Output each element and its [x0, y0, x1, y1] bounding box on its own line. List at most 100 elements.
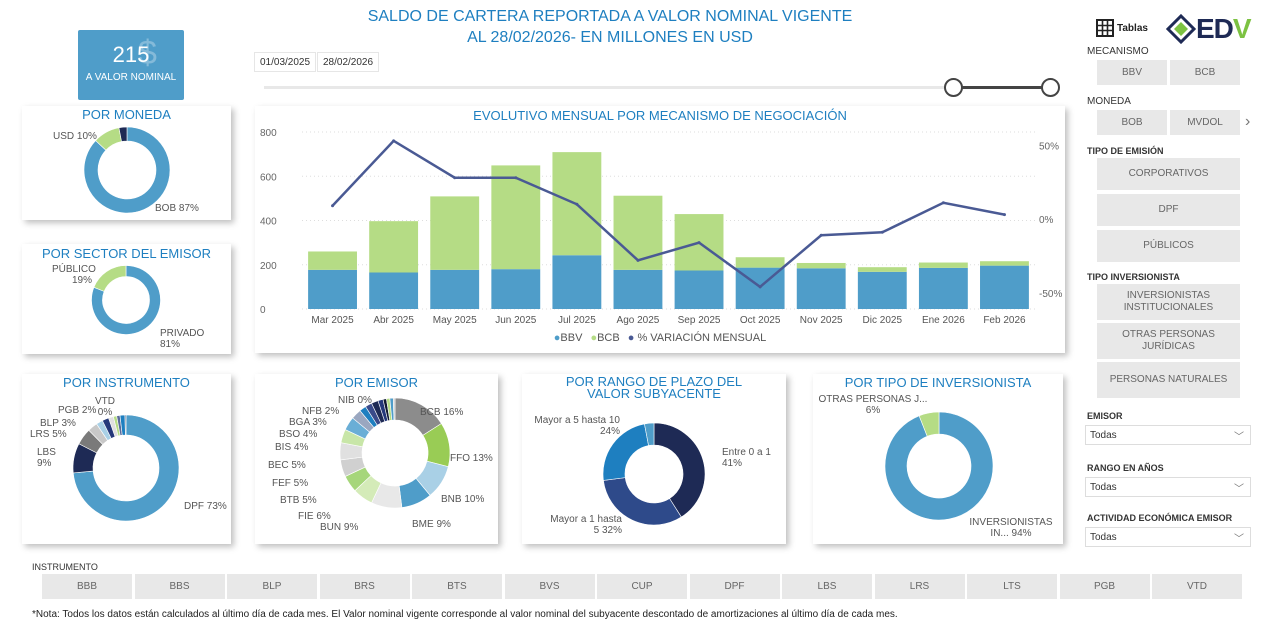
variacion-point[interactable] — [453, 176, 457, 180]
variacion-point[interactable] — [514, 176, 518, 180]
inversionista-otras-juridicas-button[interactable]: OTRAS PERSONAS JURÍDICAS — [1097, 323, 1240, 359]
variacion-point[interactable] — [880, 230, 884, 234]
inversionista-naturales-button[interactable]: PERSONAS NATURALES — [1097, 362, 1240, 398]
bar-bcb[interactable] — [491, 165, 541, 270]
slice-label: DPF 73% — [184, 501, 227, 512]
variacion-point[interactable] — [575, 202, 579, 206]
bar-bcb[interactable] — [918, 262, 968, 268]
emisor-value: Todas — [1090, 430, 1117, 441]
instrumento-brs-button[interactable]: BRS — [319, 574, 410, 599]
donut-slice[interactable] — [603, 477, 682, 526]
slice-label: FFO 13% — [450, 453, 493, 464]
instrumento-lts-button[interactable]: LTS — [967, 574, 1057, 599]
kpi-value: 215 — [112, 42, 150, 67]
actividad-dropdown[interactable]: Todas ﹀ — [1085, 527, 1251, 547]
date-slider-start-handle[interactable] — [944, 78, 963, 97]
variacion-point[interactable] — [819, 233, 823, 237]
instrumento-bts-button[interactable]: BTS — [412, 574, 502, 599]
x-tick-label: Mar 2025 — [311, 315, 354, 326]
slice-label: Mayor a 1 hasta 5 32% — [550, 514, 622, 536]
edv-logo: EDV — [1166, 13, 1252, 45]
bar-bcb[interactable] — [857, 267, 907, 272]
donut-slice[interactable] — [93, 265, 127, 292]
bar-bbv[interactable] — [369, 272, 419, 309]
variacion-point[interactable] — [392, 139, 396, 143]
donut-slice[interactable] — [392, 397, 396, 421]
mecanismo-bcb-button[interactable]: BCB — [1170, 60, 1240, 85]
instrumento-lbs-button[interactable]: LBS — [782, 574, 872, 599]
donut-slice[interactable] — [884, 411, 994, 521]
variacion-point[interactable] — [758, 285, 762, 289]
donut-slice[interactable] — [83, 126, 171, 214]
instrumento-cup-button[interactable]: CUP — [597, 574, 687, 599]
variacion-point[interactable] — [697, 241, 701, 245]
bar-bcb[interactable] — [613, 195, 663, 270]
slice-label: BSO 4% — [279, 429, 318, 440]
donut-slice[interactable] — [91, 265, 161, 335]
instrumento-lrs-button[interactable]: LRS — [874, 574, 965, 599]
variacion-point[interactable] — [941, 201, 945, 205]
bar-bcb[interactable] — [369, 221, 419, 273]
bar-bbv[interactable] — [857, 271, 907, 309]
emisor-dropdown[interactable]: Todas ﹀ — [1085, 425, 1251, 445]
variacion-point[interactable] — [636, 258, 640, 262]
emision-corporativos-button[interactable]: CORPORATIVOS — [1097, 158, 1240, 190]
end-date-input[interactable]: 28/02/2026 — [317, 52, 380, 72]
bar-bbv[interactable] — [674, 270, 724, 309]
emision-dpf-button[interactable]: DPF — [1097, 194, 1240, 226]
donut-slice[interactable] — [644, 422, 655, 446]
instrumento-bbb-button[interactable]: BBB — [42, 574, 132, 599]
mecanismo-label: MECANISMO — [1087, 46, 1149, 57]
bar-bcb[interactable] — [796, 262, 846, 269]
x-tick-label: Jul 2025 — [558, 315, 596, 326]
slice-label: BEC 5% — [268, 460, 306, 471]
bar-bcb[interactable] — [430, 196, 480, 270]
slice-label: FEF 5% — [272, 478, 309, 489]
donut-slice[interactable] — [118, 126, 128, 142]
bar-bcb[interactable] — [980, 261, 1029, 266]
bar-bbv[interactable] — [430, 269, 480, 309]
evolutivo-chart: 0 200 400 600 800 50% 0% -50% Mar 2025 Abr 2025 Ma… — [260, 128, 1062, 326]
donut-slice[interactable] — [72, 414, 180, 522]
tipo-inversionista-label: TIPO INVERSIONISTA — [1087, 272, 1180, 282]
start-date-input[interactable]: 01/03/2025 — [254, 52, 317, 72]
bar-bbv[interactable] — [491, 269, 541, 309]
legend-variacion: ● % VARIACIÓN MENSUAL — [627, 332, 767, 344]
inversionista-institucionales-button[interactable]: INVERSIONISTAS INSTITUCIONALES — [1097, 284, 1240, 320]
tables-button[interactable]: Tablas — [1096, 19, 1148, 37]
donut-slice[interactable] — [653, 422, 706, 518]
bar-bbv[interactable] — [796, 268, 846, 309]
card-title: POR INSTRUMENTO — [63, 375, 190, 390]
bar-bbv[interactable] — [613, 269, 663, 309]
instrumento-pgb-button[interactable]: PGB — [1059, 574, 1150, 599]
moneda-bob-button[interactable]: BOB — [1097, 110, 1167, 135]
legend-bbv: ●BBV — [553, 332, 583, 344]
instrumento-blp-button[interactable]: BLP — [227, 574, 317, 599]
chevron-down-icon: ﹀ — [1234, 484, 1244, 495]
variacion-point[interactable] — [331, 204, 335, 208]
variacion-point[interactable] — [1002, 213, 1006, 217]
bar-bbv[interactable] — [980, 265, 1029, 309]
date-slider-track[interactable] — [264, 86, 1052, 89]
mecanismo-bbv-button[interactable]: BBV — [1097, 60, 1167, 85]
bar-bcb[interactable] — [735, 257, 785, 268]
date-slider-end-handle[interactable] — [1041, 78, 1060, 97]
moneda-mvdol-button[interactable]: MVDOL — [1170, 110, 1240, 135]
slice-label: NFB 2% — [302, 406, 340, 417]
donut-slice[interactable] — [918, 411, 940, 437]
bar-bbv[interactable] — [918, 267, 968, 309]
rango-value: Todas — [1090, 482, 1117, 493]
emisor-donut — [339, 397, 451, 509]
instrumento-dpf-button[interactable]: DPF — [689, 574, 780, 599]
bar-bcb[interactable] — [308, 251, 357, 270]
donut-slice[interactable] — [124, 414, 127, 436]
rango-dropdown[interactable]: Todas ﹀ — [1085, 477, 1251, 497]
instrumento-bvs-button[interactable]: BVS — [504, 574, 595, 599]
bar-bbv[interactable] — [308, 269, 357, 309]
instrumento-bbs-button[interactable]: BBS — [134, 574, 225, 599]
x-tick-label: May 2025 — [433, 315, 477, 326]
instrumento-vtd-button[interactable]: VTD — [1152, 574, 1242, 599]
chevron-right-icon[interactable]: › — [1245, 113, 1251, 130]
bar-bbv[interactable] — [552, 255, 602, 309]
emision-publicos-button[interactable]: PÚBLICOS — [1097, 230, 1240, 262]
